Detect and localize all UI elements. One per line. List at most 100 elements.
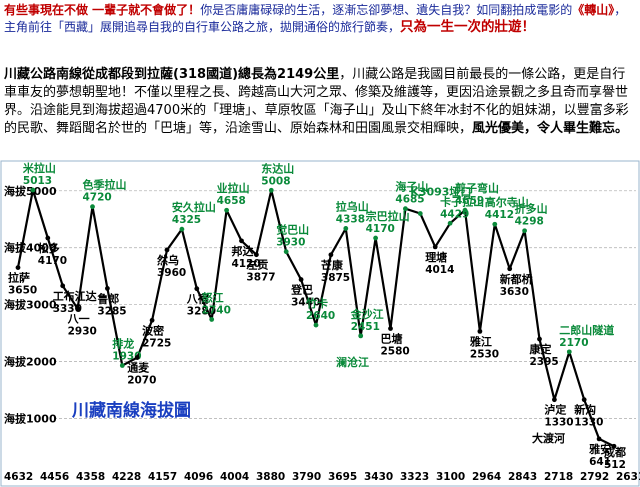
point-value: 3650	[8, 285, 37, 297]
point-label: 八宿	[186, 292, 209, 306]
point-label: 竹卡	[305, 296, 328, 310]
intro-text-2: ，主角前往「西藏」展開追尋自我的自行車公路之旅，拋開通俗的旅行節奏，	[4, 3, 627, 34]
point-label: 宗巴拉山	[366, 209, 410, 223]
elevation-point	[492, 221, 498, 227]
route-summary-bold: 川藏公路南線從成都段到拉薩(318國道)總長為2149公里	[4, 67, 340, 82]
point-label: 东达山	[261, 161, 294, 175]
x-tick-label: 4632	[4, 471, 33, 483]
point-value: 3960	[157, 267, 186, 279]
x-tick-label: 4096	[184, 471, 213, 483]
elevation-point	[566, 349, 572, 355]
elevation-point	[75, 306, 80, 311]
point-label: 邦达	[232, 244, 254, 258]
point-label: 业拉山	[217, 181, 250, 195]
point-value: 5008	[261, 175, 290, 187]
point-label: 新沟	[574, 403, 596, 417]
elevation-point	[313, 322, 319, 328]
elevation-point	[507, 266, 513, 272]
elevation-point	[268, 187, 274, 193]
point-value: 4720	[83, 192, 112, 204]
chart-frame	[0, 160, 640, 487]
elevation-point	[611, 443, 617, 449]
elevation-point	[119, 363, 125, 368]
elevation-point	[60, 283, 66, 289]
elevation-point	[90, 204, 95, 210]
elevation-point	[15, 265, 21, 271]
elevation-point	[477, 328, 483, 334]
point-label: 成都	[604, 445, 626, 459]
x-tick-label: 4456	[40, 471, 69, 483]
elevation-point	[298, 277, 304, 282]
point-label: 雅安	[589, 442, 611, 456]
y-tick-label: 海拔4000	[4, 241, 57, 255]
x-tick-label: 4157	[148, 471, 177, 483]
elevation-point	[328, 252, 334, 258]
point-value: 2395	[530, 356, 559, 368]
point-value: 4685	[395, 194, 424, 206]
x-tick-label: 3430	[364, 471, 393, 483]
point-value: 1330	[544, 417, 573, 429]
point-label: 八一	[67, 313, 90, 326]
x-tick-label: 3880	[256, 471, 285, 483]
point-value: 512	[604, 459, 626, 471]
point-label: 然乌	[157, 253, 179, 267]
elevation-point	[149, 317, 155, 323]
x-tick-label: 2843	[508, 471, 537, 483]
point-label: 巴塘	[381, 332, 403, 346]
elevation-point	[522, 228, 527, 234]
elevation-point	[194, 286, 200, 292]
intro-slogan: 有些事現在不做 一輩子就不會做了！	[4, 3, 201, 17]
y-tick-label: 海拔1000	[4, 411, 57, 425]
elevation-point	[283, 249, 289, 255]
point-value: 2930	[68, 326, 97, 338]
point-label: 米拉山	[22, 161, 56, 175]
point-value: 4120	[232, 258, 261, 270]
x-tick-label: 3790	[292, 471, 321, 483]
point-label: 怒江	[202, 290, 224, 304]
intro-movie-title: 《轉山》	[572, 3, 615, 17]
point-value: 3330	[53, 303, 82, 315]
point-value: 4170	[366, 223, 395, 235]
point-value: 3875	[321, 272, 350, 284]
point-value: 3630	[500, 286, 529, 298]
point-value: 3930	[276, 237, 305, 249]
point-value: 2170	[559, 337, 588, 349]
point-label: 登巴	[290, 283, 313, 297]
elevation-point	[209, 317, 215, 322]
point-label: 排龙	[112, 337, 134, 351]
x-tick-label: 3695	[328, 471, 357, 483]
x-tick-label: 4358	[76, 471, 105, 483]
route-description: 川藏公路南線從成都段到拉薩(318國道)總長為2149公里，川藏公路是我國目前最…	[4, 66, 636, 138]
point-label: 芒康	[321, 258, 344, 272]
elevation-point	[447, 220, 453, 226]
point-value: 2530	[470, 348, 499, 360]
x-tick-label: 2718	[544, 471, 573, 483]
elevation-point	[105, 285, 110, 291]
point-value: 4659	[455, 195, 484, 207]
elevation-point	[134, 355, 140, 360]
point-value: 3280	[187, 306, 216, 318]
point-value: 641	[589, 456, 611, 468]
point-value: 1930	[112, 351, 141, 363]
x-tick-label: 2964	[472, 471, 501, 483]
elevation-point	[239, 238, 244, 244]
point-value: 1330	[574, 417, 603, 429]
elevation-point	[45, 235, 51, 241]
chart-title: 川藏南線海拔圖	[71, 400, 191, 421]
point-label: 色季拉山	[83, 178, 127, 192]
point-value: 3285	[97, 305, 126, 317]
elevation-point	[179, 226, 185, 232]
elevation-point	[596, 436, 602, 442]
point-label: 工布江达	[53, 289, 97, 303]
point-value: 2451	[351, 321, 380, 333]
elevation-point	[537, 336, 542, 342]
x-tick-label: 3100	[436, 471, 465, 483]
point-value: 4014	[425, 264, 454, 276]
route-closing-bold: 風光優美，令人畢生難忘。	[472, 121, 629, 136]
point-value: 4429	[440, 208, 469, 220]
x-tick-label: 4228	[112, 471, 141, 483]
intro-highlight: 只為一生一次的壯遊！	[400, 19, 536, 35]
point-label: 雅江	[470, 334, 492, 348]
point-value: 2580	[381, 346, 410, 358]
point-label: 安久拉山	[172, 200, 216, 214]
